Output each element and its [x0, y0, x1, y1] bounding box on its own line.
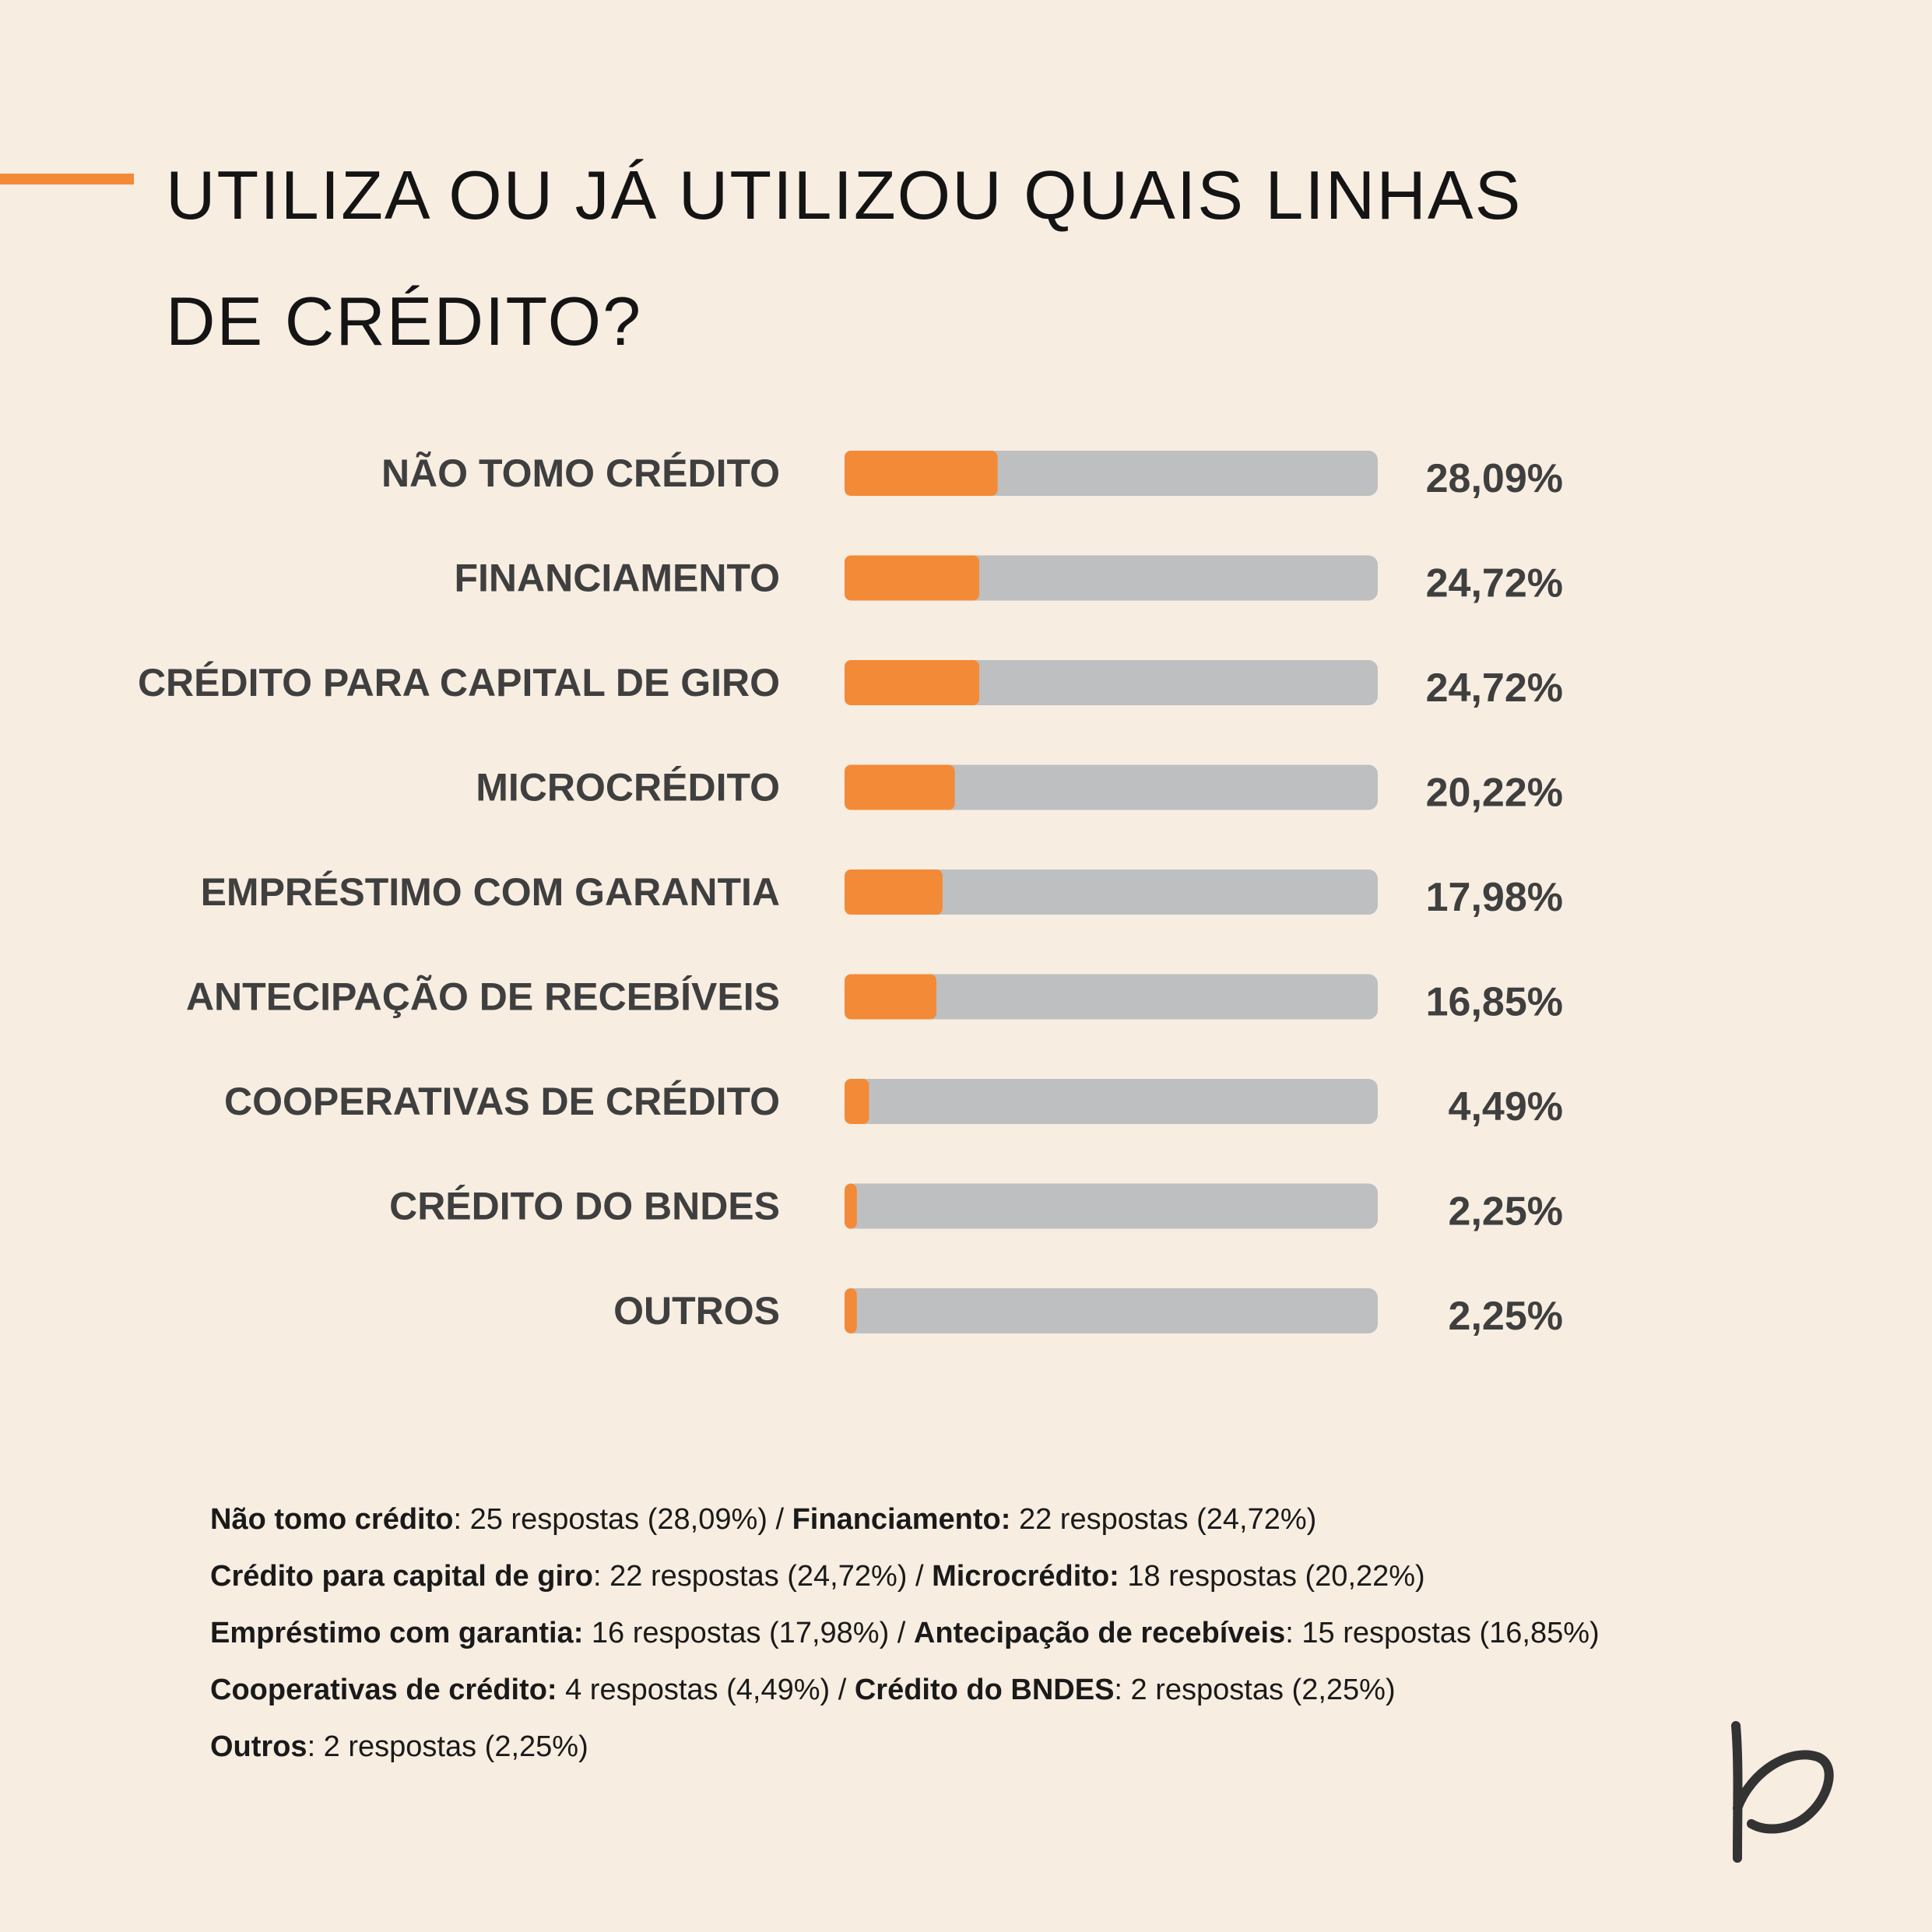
footnote-category: Financiamento:	[792, 1503, 1011, 1536]
bar-fill	[845, 764, 955, 810]
category-label: FINANCIAMENTO	[454, 557, 780, 600]
value-label: 4,49%	[1449, 1084, 1563, 1129]
value-label: 2,25%	[1449, 1294, 1563, 1339]
footnote-responses: 2 respostas (2,25%)	[1122, 1674, 1396, 1706]
footnote-responses: 16 respostas (17,98%) /	[583, 1617, 914, 1649]
category-label: NÃO TOMO CRÉDITO	[381, 451, 780, 495]
bar-track	[845, 1288, 1378, 1333]
footnote-responses: 18 respostas (20,22%)	[1119, 1560, 1425, 1593]
category-label: CRÉDITO PARA CAPITAL DE GIRO	[138, 661, 780, 704]
footnote-responses: 22 respostas (24,72%)	[1010, 1503, 1317, 1536]
category-label: ANTECIPAÇÃO DE RECEBÍVEIS	[186, 975, 780, 1019]
footnote-category: Antecipação de recebíveis	[913, 1617, 1286, 1649]
footnote-category: Não tomo crédito	[210, 1503, 454, 1536]
footnote-category: Empréstimo com garantia:	[210, 1617, 584, 1649]
category-label: COOPERATIVAS DE CRÉDITO	[224, 1080, 780, 1123]
footnote-responses: 15 respostas (16,85%)	[1293, 1617, 1600, 1649]
footnote-category: Cooperativas de crédito:	[210, 1674, 557, 1706]
footnote-responses: 25 respostas (28,09%) /	[462, 1503, 792, 1536]
bar-row: EMPRÉSTIMO COM GARANTIA 17,98%	[201, 869, 1563, 920]
responses-footnote: Não tomo crédito: 25 respostas (28,09%) …	[210, 1491, 1600, 1776]
footnote-line: Crédito para capital de giro: 22 respost…	[210, 1548, 1600, 1605]
bar-row: ANTECIPAÇÃO DE RECEBÍVEIS 16,85%	[186, 974, 1563, 1025]
footnote-category: Crédito do BNDES	[854, 1674, 1115, 1706]
bar-fill	[845, 1079, 869, 1124]
bar-fill	[845, 1183, 857, 1229]
footnote-responses: 22 respostas (24,72%) /	[601, 1560, 933, 1593]
footnote-separator: :	[307, 1730, 316, 1763]
value-label: 16,85%	[1426, 980, 1563, 1025]
footnote-responses: 2 respostas (2,25%)	[315, 1730, 588, 1763]
bar-fill	[845, 869, 943, 915]
bar-row: FINANCIAMENTO 24,72%	[454, 555, 1563, 606]
bar-fill	[845, 660, 980, 705]
bar-row: CRÉDITO PARA CAPITAL DE GIRO 24,72%	[138, 660, 1563, 711]
category-label: EMPRÉSTIMO COM GARANTIA	[201, 870, 780, 914]
bar-track	[845, 764, 1378, 810]
footnote-line: Outros: 2 respostas (2,25%)	[210, 1719, 1600, 1776]
page-title: UTILIZA OU JÁ UTILIZOU QUAIS LINHAS DE C…	[166, 132, 1645, 385]
bar-row: CRÉDITO DO BNDES 2,25%	[389, 1183, 1563, 1235]
bar-chart: NÃO TOMO CRÉDITO 28,09% FINANCIAMENTO 24,72…	[138, 451, 1563, 1339]
value-label: 17,98%	[1426, 875, 1563, 920]
value-label: 24,72%	[1426, 666, 1563, 711]
brand-logo-icon	[1731, 1721, 1834, 1863]
title-line-2: DE CRÉDITO?	[166, 283, 643, 360]
footnote-separator: :	[1285, 1617, 1294, 1649]
category-label: MICROCRÉDITO	[476, 766, 780, 810]
title-accent-line	[0, 174, 134, 184]
footnote-line: Empréstimo com garantia: 16 respostas (1…	[210, 1605, 1600, 1662]
bar-fill	[845, 451, 998, 496]
footnote-separator: :	[593, 1560, 602, 1593]
bar-track	[845, 974, 1378, 1020]
bar-row: COOPERATIVAS DE CRÉDITO 4,49%	[224, 1079, 1563, 1129]
footnote-category: Crédito para capital de giro	[210, 1560, 593, 1593]
bar-track	[845, 1183, 1378, 1229]
footnote-separator: :	[1114, 1674, 1122, 1706]
bar-row: NÃO TOMO CRÉDITO 28,09%	[381, 451, 1563, 501]
footnote-separator: :	[453, 1503, 462, 1536]
bar-row: OUTROS 2,25%	[613, 1288, 1563, 1339]
footnote-category: Outros	[210, 1730, 307, 1763]
bar-track	[845, 1079, 1378, 1124]
footnote-responses: 4 respostas (4,49%) /	[557, 1674, 855, 1706]
category-label: CRÉDITO DO BNDES	[389, 1185, 780, 1228]
bar-fill	[845, 1288, 857, 1333]
category-label: OUTROS	[613, 1289, 780, 1333]
bar-row: MICROCRÉDITO 20,22%	[476, 764, 1563, 816]
title-line-1: UTILIZA OU JÁ UTILIZOU QUAIS LINHAS	[166, 156, 1523, 234]
value-label: 28,09%	[1426, 456, 1563, 501]
footnote-line: Não tomo crédito: 25 respostas (28,09%) …	[210, 1491, 1600, 1548]
value-label: 24,72%	[1426, 561, 1563, 606]
value-label: 20,22%	[1426, 771, 1563, 816]
footnote-category: Microcrédito:	[932, 1560, 1119, 1593]
value-label: 2,25%	[1449, 1189, 1563, 1235]
footnote-line: Cooperativas de crédito: 4 respostas (4,…	[210, 1662, 1600, 1719]
bar-fill	[845, 555, 980, 601]
bar-track	[845, 869, 1378, 915]
bar-fill	[845, 974, 936, 1020]
